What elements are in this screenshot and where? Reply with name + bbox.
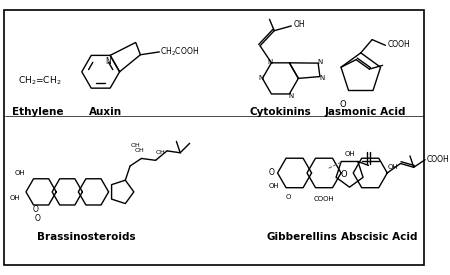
- Text: O: O: [269, 169, 275, 177]
- Text: O: O: [32, 205, 38, 214]
- Text: OH: OH: [344, 151, 355, 157]
- Text: N: N: [258, 75, 263, 81]
- Text: Jasmonic Acid: Jasmonic Acid: [325, 107, 406, 117]
- Text: OH: OH: [15, 170, 26, 176]
- Text: OH: OH: [387, 164, 398, 170]
- Text: OH: OH: [135, 148, 144, 153]
- Text: COOH: COOH: [314, 196, 334, 202]
- Text: O: O: [340, 100, 346, 109]
- Text: Auxin: Auxin: [89, 107, 122, 117]
- Text: N: N: [288, 93, 294, 99]
- Text: OH: OH: [155, 150, 165, 155]
- Text: Gibberellins: Gibberellins: [267, 232, 338, 242]
- Text: OH: OH: [269, 183, 279, 189]
- Text: OH: OH: [9, 194, 20, 200]
- Text: Cytokinins: Cytokinins: [249, 107, 311, 117]
- Text: CH$_2$=CH$_2$: CH$_2$=CH$_2$: [18, 75, 62, 87]
- Text: N: N: [267, 59, 272, 65]
- Text: N: N: [319, 75, 324, 81]
- Text: COOH: COOH: [427, 155, 450, 164]
- Text: O: O: [34, 214, 40, 223]
- Text: OH: OH: [131, 143, 140, 148]
- Text: N: N: [317, 59, 323, 65]
- Text: Ethylene: Ethylene: [12, 107, 63, 117]
- Text: OH: OH: [293, 21, 305, 29]
- Text: O: O: [341, 170, 347, 179]
- Text: CH$_2$COOH: CH$_2$COOH: [160, 46, 199, 58]
- Text: Abscisic Acid: Abscisic Acid: [342, 232, 418, 242]
- Text: O: O: [285, 194, 291, 200]
- Text: Brassinosteroids: Brassinosteroids: [37, 232, 136, 242]
- Text: COOH: COOH: [387, 40, 410, 49]
- Text: N: N: [105, 57, 111, 65]
